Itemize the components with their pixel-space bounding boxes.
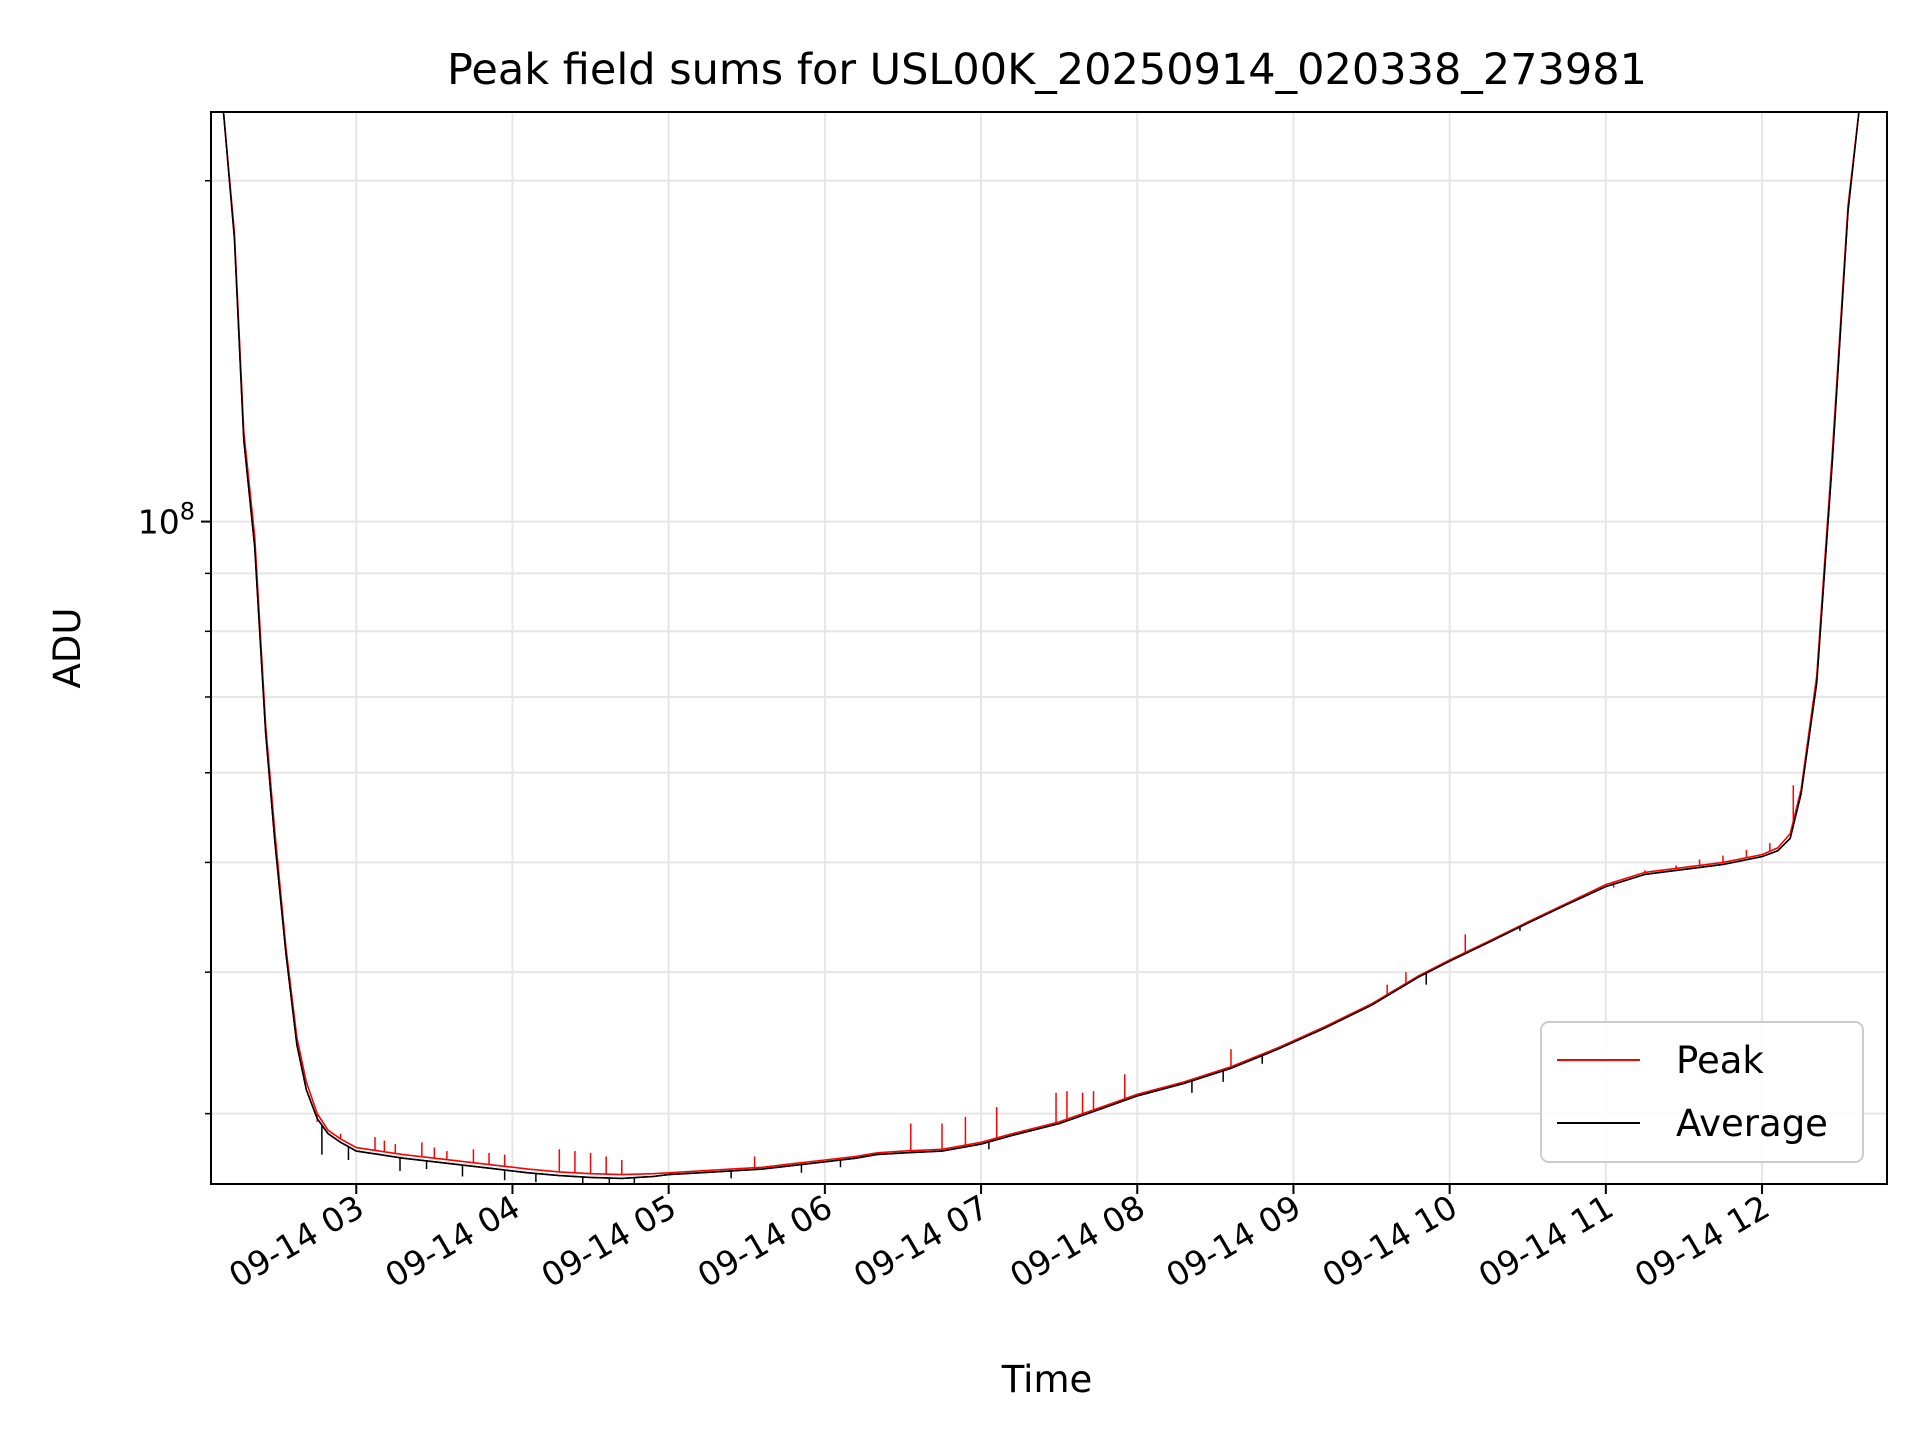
x-axis-label: Time <box>1001 1358 1093 1401</box>
series-line-average-top <box>222 112 1860 1180</box>
y-tick-label-base: 10 <box>138 503 180 542</box>
legend-label-peak: Peak <box>1676 1039 1764 1082</box>
series-line-peak <box>222 112 1860 1176</box>
plot-frame <box>210 111 1888 1185</box>
grid <box>211 112 1887 1184</box>
y-tick-label-exponent: 8 <box>180 498 195 526</box>
legend-label-average: Average <box>1676 1102 1828 1145</box>
y-tick-label: 108 <box>138 498 195 542</box>
y-axis-label: ADU <box>46 608 89 689</box>
chart-title: Peak field sums for USL00K_20250914_0203… <box>447 45 1647 95</box>
legend-box <box>1540 1021 1864 1163</box>
legend: Peak Average <box>1540 1021 1864 1163</box>
series-area <box>222 112 1860 1184</box>
